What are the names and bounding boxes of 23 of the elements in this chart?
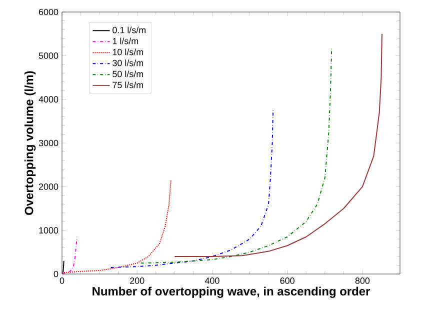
y-tick-label: 4000	[38, 96, 58, 103]
y-tick-label: 1000	[39, 227, 58, 234]
line-series	[62, 236, 78, 274]
x-tick-label: 0	[60, 278, 64, 284]
legend-label: 75 l/s/m	[112, 82, 144, 88]
legend-label: 10 l/s/m	[112, 48, 144, 56]
y-tick-label: 5000	[38, 52, 58, 59]
x-tick-label: 200	[130, 278, 144, 284]
y-tick-label: 0	[54, 270, 58, 278]
y-tick-label: 6000	[38, 8, 58, 16]
y-axis-title: Overtopping volume (l/m)	[24, 71, 36, 215]
line-series	[174, 33, 382, 258]
x-tick-label: 600	[280, 278, 294, 284]
y-tick-label: 3000	[38, 140, 58, 146]
legend-label: 30 l/s/m	[112, 60, 144, 66]
x-tick-label: 800	[355, 278, 370, 284]
legend-label: 50 l/s/m	[112, 70, 144, 78]
legend-label: 1 l/s/m	[112, 38, 138, 44]
legend-label: 0.1 l/s/m	[112, 26, 146, 34]
y-tick-label: 2000	[38, 183, 58, 190]
x-tick-label: 400	[204, 278, 220, 284]
x-axis-title: Number of overtopping wave, in ascending order	[92, 286, 370, 298]
line-series	[62, 180, 172, 274]
